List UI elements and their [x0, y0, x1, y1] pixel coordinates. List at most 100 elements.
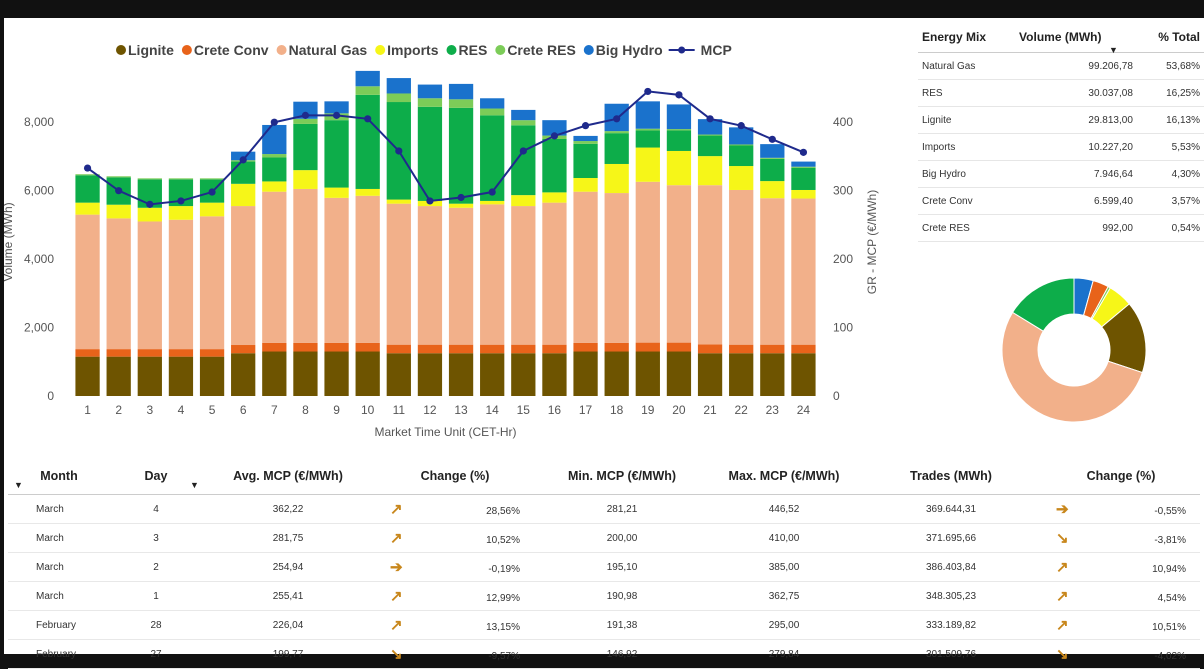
- min-mcp-header[interactable]: Min. MCP (€/MWh): [536, 458, 708, 495]
- bar-res: [293, 123, 318, 171]
- x-tick-label: 24: [797, 403, 811, 417]
- y2-tick-label: 400: [833, 115, 853, 129]
- energy-mix-name-cell: Big Hydro: [918, 160, 1016, 188]
- daily-month-cell: March: [8, 552, 110, 582]
- day-header[interactable]: Day ▼: [110, 458, 202, 495]
- mcp-point: [395, 147, 403, 155]
- energy-mix-name-cell: Crete RES: [918, 214, 1016, 242]
- daily-trades-change-cell: ↗ 4,54%: [1042, 581, 1200, 611]
- change-header[interactable]: Change (%): [374, 458, 536, 495]
- bar-lignite: [697, 353, 723, 396]
- energy-mix-row[interactable]: Natural Gas 99.206,78 53,68%: [918, 52, 1204, 80]
- bar-res: [573, 143, 598, 179]
- bar-res: [604, 133, 629, 164]
- energy-mix-row[interactable]: Crete RES 992,00 0,54%: [918, 214, 1204, 242]
- trades-change-header[interactable]: Change (%): [1042, 458, 1200, 495]
- pct-total-header[interactable]: % Total: [1136, 26, 1204, 53]
- bar-crete-conv: [324, 342, 349, 352]
- bar-natural-gas: [417, 206, 443, 345]
- daily-month-cell: March: [8, 494, 110, 524]
- bar-crete-conv: [542, 344, 567, 354]
- energy-mix-table: Energy Mix Volume (MWh) ▼ % Total Natural…: [918, 26, 1204, 242]
- y2-tick-label: 100: [833, 321, 853, 335]
- energy-mix-pct-cell: 5,53%: [1136, 133, 1204, 161]
- trades-header[interactable]: Trades (MWh): [860, 458, 1042, 495]
- mcp-point: [426, 197, 434, 205]
- bar-big-hydro: [635, 101, 660, 129]
- donut-slice-natural-gas[interactable]: [1001, 311, 1144, 423]
- bar-imports: [697, 156, 723, 186]
- mcp-line: [86, 90, 804, 206]
- daily-row[interactable]: March 1 255,41 ↗ 12,99% 190,98 362,75 348.305,2…: [8, 581, 1200, 611]
- energy-mix-row[interactable]: Imports 10.227,20 5,53%: [918, 133, 1204, 161]
- sort-desc-icon[interactable]: ▼: [14, 480, 23, 490]
- legend-label: Crete RES: [507, 42, 575, 58]
- sort-desc-icon[interactable]: ▼: [1109, 45, 1118, 55]
- energy-mix-pct-cell: 53,68%: [1136, 52, 1204, 80]
- daily-row[interactable]: February 27 199,77 ↘ -9,57% 146,92 279,84 301.5…: [8, 639, 1200, 669]
- energy-mix-donut: [1001, 277, 1147, 423]
- daily-row[interactable]: March 2 254,94 ➔ -0,19% 195,10 385,00 386.403,8…: [8, 552, 1200, 582]
- daily-min-cell: 195,10: [536, 552, 708, 582]
- donut-slice-res[interactable]: [1011, 277, 1075, 332]
- daily-trades-change-cell: ➔ -0,55%: [1042, 494, 1200, 524]
- month-header[interactable]: Month ▼: [8, 458, 110, 495]
- bar-natural-gas: [635, 181, 660, 343]
- mcp-point: [301, 111, 310, 119]
- mcp-point: [83, 164, 92, 172]
- bar-imports: [324, 187, 349, 198]
- bar-lignite: [262, 351, 287, 396]
- x-tick-label: 4: [178, 403, 185, 417]
- mcp-point: [737, 122, 745, 130]
- bar-res: [760, 158, 785, 182]
- energy-mix-header[interactable]: Energy Mix: [918, 26, 1016, 53]
- mcp-point: [644, 87, 652, 96]
- bar-crete-res: [137, 178, 162, 180]
- x-tick-label: 11: [393, 403, 406, 417]
- y-tick-label: 4,000: [24, 252, 54, 266]
- daily-change-cell: ↗ 28,56%: [374, 494, 536, 524]
- max-mcp-header[interactable]: Max. MCP (€/MWh): [708, 458, 860, 495]
- legend-label: Crete Conv: [194, 42, 269, 58]
- energy-mix-row[interactable]: Crete Conv 6.599,40 3,57%: [918, 187, 1204, 215]
- trend-up-right-icon: ↗: [1056, 588, 1069, 605]
- mcp-point: [799, 148, 808, 156]
- bar-imports: [106, 204, 131, 219]
- energy-mix-row[interactable]: Big Hydro 7.946,64 4,30%: [918, 160, 1204, 188]
- avg-mcp-header[interactable]: Avg. MCP (€/MWh): [202, 458, 374, 495]
- bar-crete-res: [635, 128, 660, 131]
- energy-mix-row[interactable]: Lignite 29.813,00 16,13%: [918, 106, 1204, 134]
- daily-change-cell: ➔ -0,19%: [374, 552, 536, 582]
- legend-label: RES: [459, 42, 488, 58]
- daily-change-cell: ↗ 12,99%: [374, 581, 536, 611]
- bar-big-hydro: [324, 101, 349, 114]
- y-axis-label: Volume (MWh): [4, 202, 15, 281]
- mcp-point: [239, 156, 247, 164]
- mcp-point: [115, 187, 123, 195]
- sort-desc-icon[interactable]: ▼: [190, 480, 199, 490]
- bar-imports: [168, 206, 194, 220]
- bar-lignite: [293, 351, 318, 396]
- mcp-point: [146, 200, 154, 208]
- daily-trades-change-cell: ↗ 10,51%: [1042, 610, 1200, 640]
- energy-mix-row[interactable]: RES 30.037,08 16,25%: [918, 79, 1204, 107]
- daily-max-cell: 385,00: [708, 552, 860, 582]
- bar-big-hydro: [666, 104, 692, 130]
- daily-row[interactable]: February 28 226,04 ↗ 13,15% 191,38 295,00 333.1…: [8, 610, 1200, 640]
- bar-imports: [355, 188, 380, 196]
- bar-crete-conv: [417, 344, 443, 354]
- volume-header[interactable]: Volume (MWh) ▼: [1015, 26, 1137, 55]
- trend-up-right-icon: ↗: [1056, 559, 1069, 576]
- x-tick-label: 9: [333, 403, 340, 417]
- energy-mix-name-cell: Lignite: [918, 106, 1016, 134]
- daily-day-cell: 28: [110, 610, 202, 640]
- bar-crete-conv: [791, 344, 816, 354]
- daily-row[interactable]: March 4 362,22 ↗ 28,56% 281,21 446,52 369.644,3…: [8, 494, 1200, 524]
- bar-crete-conv: [355, 342, 380, 352]
- x-axis-label: Market Time Unit (CET-Hr): [374, 425, 516, 439]
- bar-imports: [293, 170, 318, 189]
- bar-crete-res: [106, 176, 131, 178]
- daily-row[interactable]: March 3 281,75 ↗ 10,52% 200,00 410,00 371.695,6…: [8, 523, 1200, 553]
- bar-crete-conv: [137, 349, 162, 357]
- bar-res: [417, 106, 443, 201]
